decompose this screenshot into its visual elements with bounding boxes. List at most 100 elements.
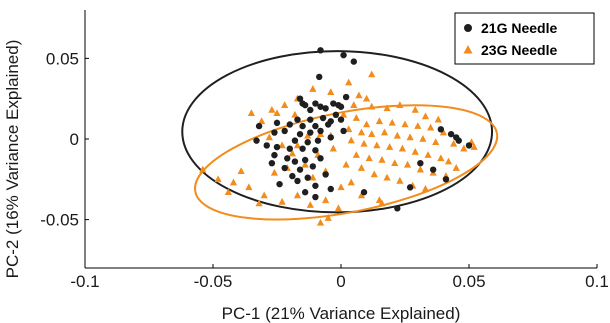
point-23g [342, 160, 350, 168]
point-23g [437, 154, 445, 162]
ellipse-21g [181, 50, 494, 214]
point-23g [304, 131, 312, 139]
point-23g [224, 188, 232, 196]
point-23g [439, 128, 447, 136]
point-21g [301, 156, 309, 164]
point-23g [360, 139, 368, 147]
point-23g [352, 114, 360, 121]
tick-marks [84, 57, 598, 268]
point-23g [329, 144, 337, 152]
point-23g [316, 218, 325, 226]
point-23g [383, 104, 391, 112]
point-23g [470, 143, 478, 150]
point-21g [360, 189, 368, 196]
point-23g [270, 168, 279, 176]
point-23g [406, 133, 414, 141]
point-23g [355, 91, 363, 99]
point-21g [276, 180, 283, 188]
point-23g [347, 136, 355, 144]
x-tick-label: 0.05 [452, 272, 485, 291]
point-21g [296, 166, 304, 173]
point-23g [345, 78, 353, 86]
point-23g [337, 183, 345, 191]
point-23g [383, 173, 391, 181]
point-23g [268, 105, 276, 113]
point-21g [312, 147, 319, 154]
point-23g [424, 151, 432, 158]
point-23g [434, 115, 442, 123]
point-21g [429, 166, 437, 173]
point-23g [368, 130, 376, 137]
point-23g [255, 199, 263, 207]
point-23g [386, 143, 394, 150]
data-points [199, 47, 478, 226]
point-21g [442, 176, 450, 183]
point-23g [322, 196, 330, 204]
point-21g [281, 164, 288, 172]
point-21g [337, 103, 345, 110]
point-21g [319, 114, 327, 122]
point-23g [347, 178, 355, 186]
point-23g [450, 139, 458, 147]
point-21g [317, 155, 324, 162]
point-23g [293, 191, 302, 199]
point-21g [465, 142, 473, 149]
x-tick-label: -0.1 [70, 272, 99, 291]
point-21g [337, 116, 345, 123]
point-21g [304, 174, 311, 181]
point-21g [455, 137, 462, 144]
point-23g [373, 141, 381, 149]
point-21g [286, 121, 293, 128]
point-23g [432, 138, 440, 146]
point-21g [322, 171, 329, 178]
point-21g [289, 172, 296, 180]
point-21g [317, 47, 324, 54]
point-23g [375, 117, 383, 125]
point-21g [332, 111, 340, 119]
point-23g [327, 88, 335, 96]
point-21g [327, 185, 334, 193]
point-23g [324, 214, 332, 221]
x-tick-label: 0.1 [585, 272, 609, 291]
point-23g [391, 159, 399, 166]
point-23g [403, 160, 412, 168]
point-23g [281, 101, 289, 108]
point-23g [278, 141, 286, 149]
point-23g [380, 128, 389, 136]
point-23g [368, 102, 376, 110]
point-23g [301, 160, 309, 168]
point-23g [245, 183, 253, 191]
point-21g [284, 155, 291, 162]
point-21g [255, 122, 263, 130]
point-21g [307, 129, 314, 136]
point-23g [411, 147, 419, 155]
point-23g [339, 110, 348, 118]
point-21g [301, 101, 309, 109]
point-21g [304, 139, 311, 146]
point-21g [271, 129, 278, 136]
point-23g [278, 197, 286, 205]
point-23g [416, 165, 424, 173]
y-tick-label: 0.05 [46, 49, 79, 68]
point-23g [396, 101, 404, 108]
point-21g [286, 145, 293, 152]
point-21g [253, 137, 260, 144]
point-21g [273, 143, 281, 151]
legend-box [454, 12, 595, 65]
point-23g [378, 199, 386, 207]
legend-marker-21g [464, 24, 472, 32]
point-21g [437, 126, 445, 133]
point-21g [317, 127, 324, 135]
point-23g [293, 141, 302, 149]
point-23g [229, 178, 238, 186]
point-21g [271, 151, 278, 159]
confidence-ellipses [181, 50, 499, 221]
point-21g [340, 127, 347, 135]
point-23g [306, 201, 314, 208]
point-21g [327, 134, 334, 141]
point-21g [299, 145, 306, 152]
point-23g [350, 101, 358, 108]
point-21g [394, 205, 401, 212]
point-23g [273, 109, 281, 116]
